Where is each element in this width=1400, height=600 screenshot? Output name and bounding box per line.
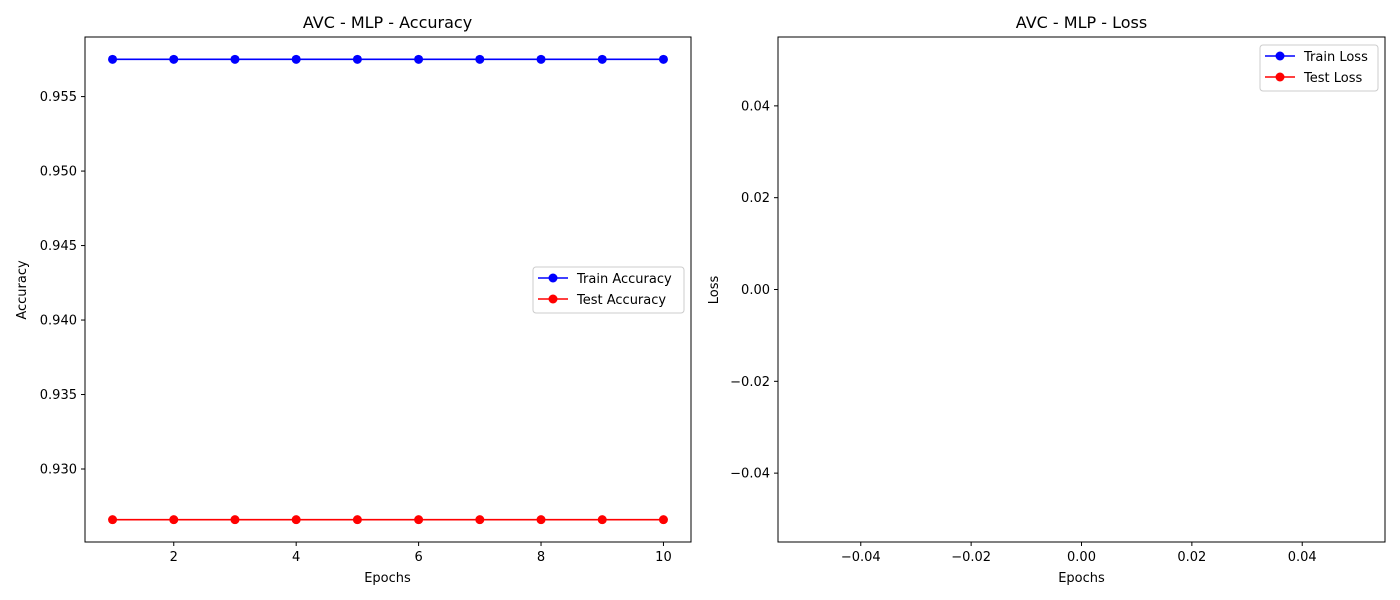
train-accuracy-point bbox=[291, 54, 301, 64]
loss-x-tick-label: 0.02 bbox=[1177, 550, 1206, 565]
legend-test-loss-marker bbox=[1275, 72, 1285, 82]
legend-test-loss-label: Test Loss bbox=[1303, 71, 1362, 86]
accuracy-x-tick-label: 4 bbox=[292, 550, 300, 565]
test-accuracy-point bbox=[108, 515, 118, 525]
loss-y-tick-label: 0.00 bbox=[741, 283, 770, 298]
legend-test-accuracy-label: Test Accuracy bbox=[576, 293, 666, 308]
accuracy-y-tick-label: 0.945 bbox=[40, 239, 77, 254]
accuracy-x-tick-label: 6 bbox=[414, 550, 422, 565]
accuracy-x-axis-label: Epochs bbox=[364, 571, 411, 586]
accuracy-x-tick-label: 8 bbox=[537, 550, 545, 565]
accuracy-y-axis-label: Accuracy bbox=[15, 260, 30, 320]
train-accuracy-point bbox=[414, 54, 424, 64]
accuracy-chart: AVC - MLP - Accuracy Epochs Accuracy 2 4 6… bbox=[15, 13, 692, 586]
loss-x-tick-label: 0.04 bbox=[1288, 550, 1317, 565]
accuracy-ticks: 2 4 6 8 10 0.930 0.935 0.940 0.945 0.950 0.955 bbox=[40, 90, 672, 565]
accuracy-y-tick-label: 0.940 bbox=[40, 314, 77, 329]
accuracy-x-tick-label: 2 bbox=[170, 550, 178, 565]
test-accuracy-point bbox=[169, 515, 179, 525]
accuracy-y-tick-label: 0.930 bbox=[40, 463, 77, 478]
loss-y-tick-label: −0.04 bbox=[730, 467, 770, 482]
accuracy-chart-title: AVC - MLP - Accuracy bbox=[303, 13, 472, 32]
loss-y-tick-label: 0.02 bbox=[741, 191, 770, 206]
train-accuracy-point bbox=[169, 54, 179, 64]
loss-x-tick-label: −0.04 bbox=[841, 550, 881, 565]
loss-ticks: −0.04 −0.02 0.00 0.02 0.04 −0.04 −0.02 0.00 0.02… bbox=[730, 99, 1317, 565]
train-accuracy-point bbox=[475, 54, 485, 64]
accuracy-legend-box bbox=[532, 266, 685, 314]
legend-train-accuracy-label: Train Accuracy bbox=[576, 272, 672, 287]
test-accuracy-point bbox=[230, 515, 240, 525]
test-accuracy-point bbox=[352, 515, 362, 525]
accuracy-x-tick-label: 10 bbox=[655, 550, 672, 565]
loss-y-axis-label: Loss bbox=[707, 276, 722, 305]
loss-x-tick-label: −0.02 bbox=[951, 550, 991, 565]
loss-x-tick-label: 0.00 bbox=[1067, 550, 1096, 565]
train-accuracy-point bbox=[230, 54, 240, 64]
legend-train-accuracy-marker bbox=[548, 273, 558, 283]
loss-legend: Train Loss Test Loss bbox=[1259, 44, 1379, 92]
test-accuracy-point bbox=[291, 515, 301, 525]
test-accuracy-point bbox=[597, 515, 607, 525]
test-accuracy-point bbox=[536, 515, 546, 525]
train-accuracy-point bbox=[658, 54, 668, 64]
legend-test-accuracy-marker bbox=[548, 294, 558, 304]
test-accuracy-point bbox=[658, 515, 668, 525]
legend-train-loss-label: Train Loss bbox=[1303, 50, 1368, 65]
legend-train-loss-marker bbox=[1275, 51, 1285, 61]
loss-chart: AVC - MLP - Loss Epochs Loss −0.04 −0.02 0… bbox=[707, 13, 1386, 586]
accuracy-y-tick-label: 0.955 bbox=[40, 90, 77, 105]
accuracy-y-tick-label: 0.935 bbox=[40, 388, 77, 403]
loss-x-axis-label: Epochs bbox=[1058, 571, 1105, 586]
accuracy-y-tick-label: 0.950 bbox=[40, 165, 77, 180]
test-accuracy-point bbox=[414, 515, 424, 525]
loss-chart-title: AVC - MLP - Loss bbox=[1016, 13, 1147, 32]
accuracy-legend: Train Accuracy Test Accuracy bbox=[532, 266, 685, 314]
train-accuracy-point bbox=[536, 54, 546, 64]
train-accuracy-point bbox=[597, 54, 607, 64]
test-accuracy-point bbox=[475, 515, 485, 525]
loss-y-tick-label: 0.04 bbox=[741, 99, 770, 114]
train-accuracy-point bbox=[108, 54, 118, 64]
train-accuracy-point bbox=[352, 54, 362, 64]
loss-plot-frame bbox=[777, 36, 1386, 543]
loss-y-tick-label: −0.02 bbox=[730, 375, 770, 390]
accuracy-plot-frame bbox=[84, 36, 692, 543]
accuracy-series bbox=[108, 54, 668, 525]
